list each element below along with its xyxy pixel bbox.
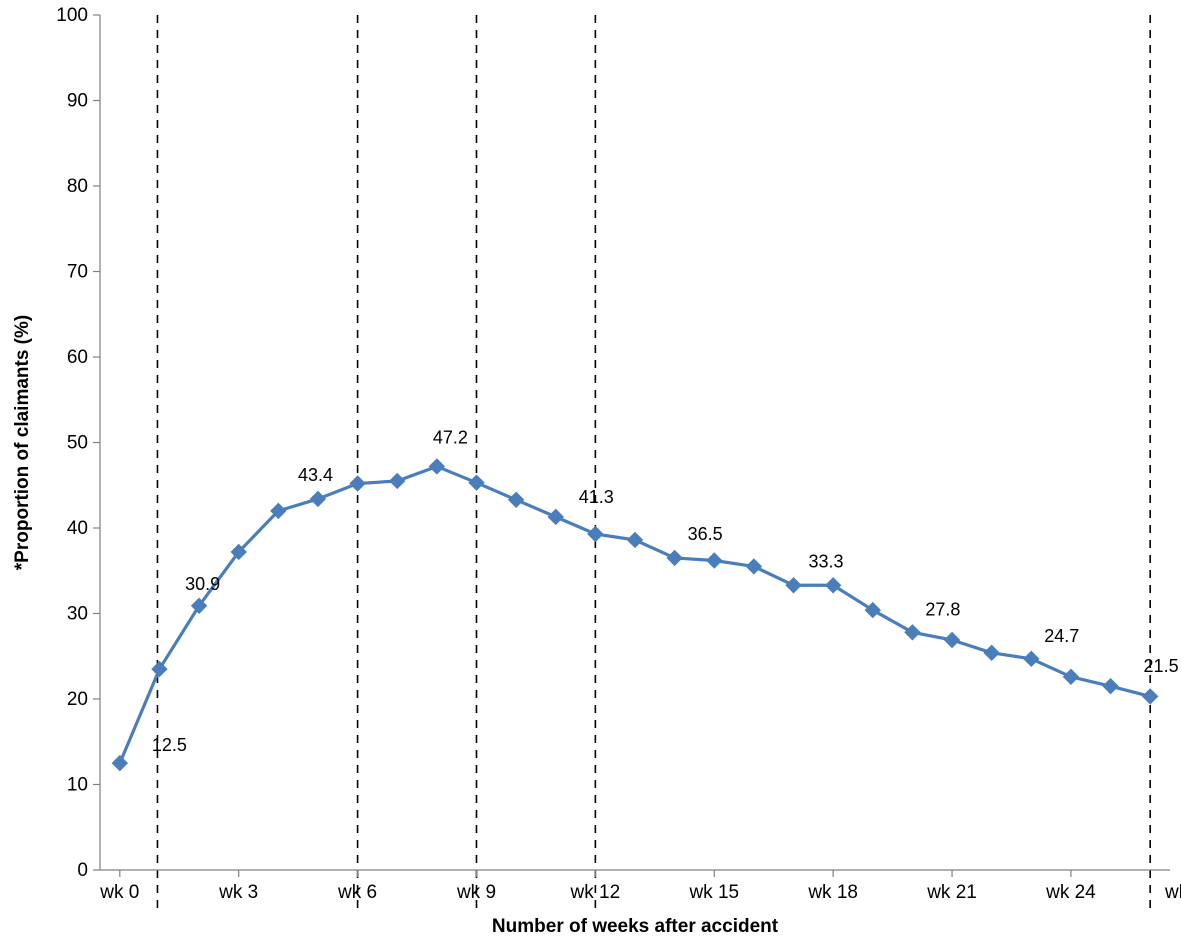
line-chart-svg: 0 10 20 30 40 50 60 70 80 90 100 wk 0 wk 3 wk 6 wk 9 wk…	[0, 0, 1181, 944]
data-label: 24.7	[1044, 626, 1079, 646]
x-tick-label: wk 6	[337, 882, 377, 903]
data-label: 27.8	[925, 599, 960, 619]
data-label: 43.4	[298, 465, 333, 485]
x-tick-label: wk 12	[570, 882, 621, 903]
x-tick-label: wk 27	[1164, 882, 1181, 903]
y-tick-label: 10	[67, 775, 88, 796]
data-label: 21.5	[1144, 656, 1179, 676]
y-tick-label: 80	[67, 176, 88, 197]
y-tick-label: 70	[67, 262, 88, 283]
data-label: 12.5	[152, 735, 187, 755]
x-tick-label: wk 21	[926, 882, 977, 903]
x-axis-label: Number of weeks after accident	[492, 916, 779, 937]
y-tick-label: 30	[67, 604, 88, 625]
y-tick-label: 60	[67, 347, 88, 368]
x-tick-label: wk 0	[99, 882, 139, 903]
chart-container: 0 10 20 30 40 50 60 70 80 90 100 wk 0 wk 3 wk 6 wk 9 wk…	[0, 0, 1181, 944]
data-label: 33.3	[809, 551, 844, 571]
x-tick-label: wk 15	[688, 882, 739, 903]
data-label: 30.9	[185, 574, 220, 594]
y-tick-label: 20	[67, 689, 88, 710]
x-tick-label: wk 24	[1045, 882, 1096, 903]
x-tick-label: wk 3	[218, 882, 258, 903]
y-tick-label: 0	[77, 860, 88, 881]
y-tick-label: 50	[67, 433, 88, 454]
x-tick-label: wk 9	[456, 882, 496, 903]
y-axis-label: *Proportion of claimants (%)	[12, 315, 33, 570]
y-tick-label: 100	[56, 5, 88, 26]
data-label: 36.5	[688, 524, 723, 544]
data-label: 41.3	[579, 487, 614, 507]
y-tick-label: 90	[67, 91, 88, 112]
x-tick-label: wk 18	[807, 882, 858, 903]
data-label: 47.2	[433, 427, 468, 447]
y-tick-label: 40	[67, 518, 88, 539]
